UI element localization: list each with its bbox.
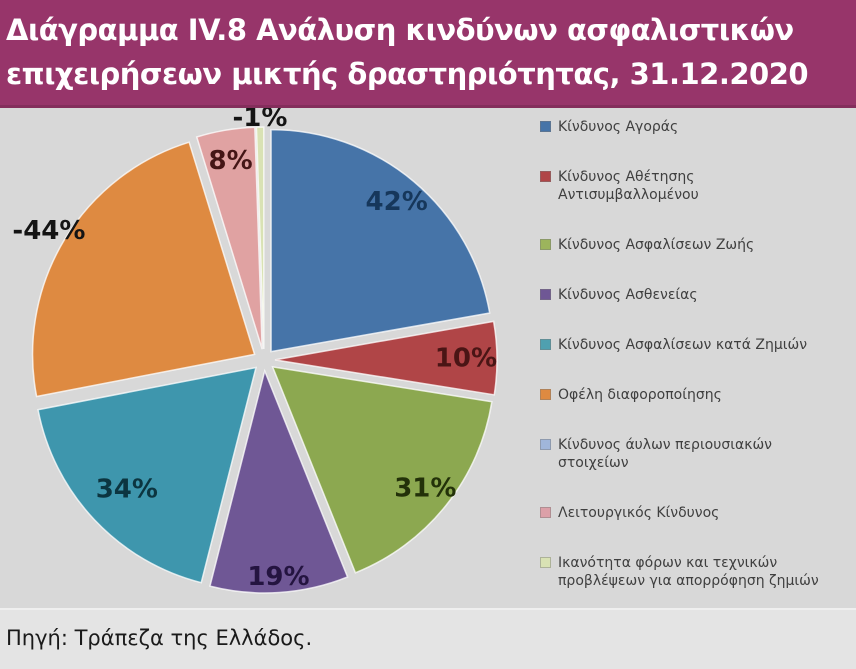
legend-item-label: Κίνδυνος Ασθενείας [558,287,698,303]
legend-swatch-icon [540,289,551,300]
pie-slice-3 [271,365,493,574]
pie-slice-label-6: -44% [12,216,85,246]
pie-slice-label-2: 10% [435,343,497,373]
pie-slice-1 [270,128,491,353]
legend-item-label: Ικανότητα φόρων και τεχνικών προβλέψεων … [558,555,819,589]
legend-item-7: Κίνδυνος άυλων περιουσιακών στοιχείων [540,436,850,472]
legend-item-label: Κίνδυνος Ασφαλίσεων κατά Ζημιών [558,337,808,353]
legend-swatch-icon [540,439,551,450]
pie-slice-6 [31,141,256,398]
legend-item-5: Κίνδυνος Ασφαλίσεων κατά Ζημιών [540,336,850,354]
legend-item-2: Κίνδυνος Αθέτησης Αντισυμβαλλομένου [540,168,850,204]
pie-slice-4 [209,368,349,594]
legend-swatch-icon [540,121,551,132]
pie-slice-label-3: 31% [394,474,456,504]
legend-item-label: Κίνδυνος Ασφαλίσεων Ζωής [558,237,755,253]
pie-slice-8 [255,126,265,350]
pie-slice-label-1: 42% [366,187,428,217]
pie-slice-7 [195,126,263,350]
legend-item-6: Οφέλη διαφοροποίησης [540,386,850,404]
legend: Κίνδυνος Αγοράς Κίνδυνος Αθέτησης Αντισυμ… [540,118,850,590]
source-note: Πηγή: Τράπεζα της Ελλάδος. [0,608,856,669]
pie-slice-label-5: 34% [96,474,158,504]
figure-title-line2: επιχειρήσεων μικτής δραστηριότητας, 31.1… [6,57,809,91]
legend-item-label: Οφέλη διαφοροποίησης [558,387,722,403]
legend-swatch-icon [540,557,551,568]
pie-slice-label-7: 8% [209,146,253,176]
pie-slice-5 [37,366,258,584]
legend-swatch-icon [540,507,551,518]
legend-item-label: Κίνδυνος άυλων περιουσιακών στοιχείων [558,437,772,471]
legend-item-3: Κίνδυνος Ασφαλίσεων Ζωής [540,236,850,254]
pie-slice-label-8: -1% [233,108,288,133]
legend-swatch-icon [540,339,551,350]
pie-slice-2 [274,320,498,396]
figure-title: Διάγραμμα IV.8 Ανάλυση κινδύνων ασφαλιστ… [0,0,856,108]
legend-item-label: Λειτουργικός Κίνδυνος [558,505,720,521]
pie-slice-label-4: 19% [247,562,309,592]
legend-swatch-icon [540,171,551,182]
legend-swatch-icon [540,389,551,400]
chart-area: 42% 10% 31% 19% 34% -44% 8% -1% Κίνδυνος Αγοράς… [0,108,856,608]
legend-item-9: Ικανότητα φόρων και τεχνικών προβλέψεων … [540,554,850,590]
legend-item-label: Κίνδυνος Αθέτησης Αντισυμβαλλομένου [558,169,699,203]
source-text: Πηγή: Τράπεζα της Ελλάδος. [6,626,313,650]
legend-item-label: Κίνδυνος Αγοράς [558,119,679,135]
legend-item-1: Κίνδυνος Αγοράς [540,118,850,136]
legend-swatch-icon [540,239,551,250]
legend-item-8: Λειτουργικός Κίνδυνος [540,504,850,522]
figure-title-line1: Διάγραμμα IV.8 Ανάλυση κινδύνων ασφαλιστ… [6,13,794,47]
legend-item-4: Κίνδυνος Ασθενείας [540,286,850,304]
pie-chart: 42% 10% 31% 19% 34% -44% 8% -1% [12,108,498,594]
